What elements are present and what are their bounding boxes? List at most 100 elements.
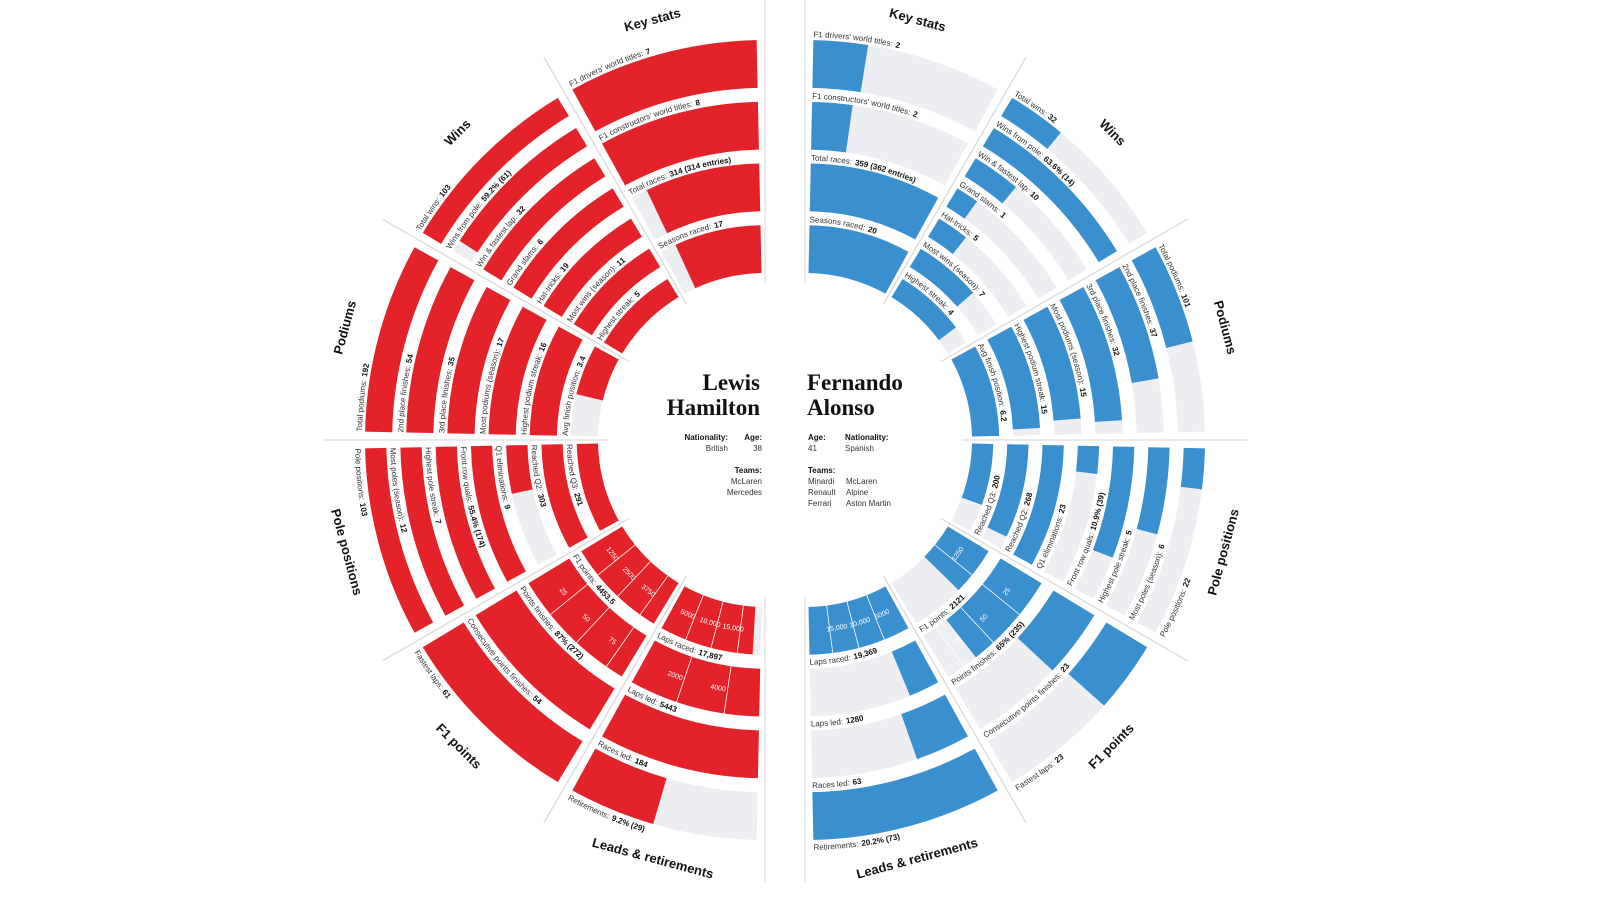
- stat-bar: [602, 101, 759, 186]
- separator: [940, 218, 1189, 362]
- section-title: Wins: [1096, 116, 1128, 148]
- separator: [381, 218, 630, 362]
- tick-line: [606, 627, 635, 667]
- stat-bar: [529, 326, 583, 436]
- stat-value: 1: [998, 210, 1008, 220]
- stat-value: 3.4: [575, 354, 588, 368]
- stat-bar: [1023, 306, 1081, 421]
- stat-value: 20: [867, 225, 879, 236]
- stat-name: Retirements:: [813, 840, 859, 852]
- tick-line: [576, 607, 610, 643]
- separator: [543, 575, 687, 824]
- stat-label-path: Laps led: 1280: [811, 713, 865, 728]
- tick-line: [935, 627, 964, 667]
- stat-label: Laps led: 1280: [811, 713, 865, 728]
- age-label: Age:: [808, 433, 826, 442]
- stat-bar: [987, 444, 1029, 537]
- tick-line: [639, 575, 669, 615]
- stat-bar: [572, 748, 667, 825]
- stat-value: 200: [990, 474, 1002, 489]
- stat-bar: [1017, 590, 1095, 671]
- separator: [543, 56, 687, 305]
- stat-value: 2: [912, 109, 920, 119]
- stat-value: 17: [495, 336, 507, 348]
- stat-name: Laps led:: [811, 717, 844, 728]
- stat-bar: [513, 188, 624, 299]
- stat-bar: [809, 163, 939, 240]
- tick-label: 75: [953, 636, 964, 646]
- stat-bar: [964, 158, 1016, 204]
- stat-bar: [891, 640, 939, 696]
- track: [946, 188, 1057, 299]
- stat-bar: [982, 128, 1117, 263]
- stat-bar: [1001, 97, 1061, 149]
- age: 41: [808, 444, 817, 453]
- stat-bar: [459, 128, 588, 253]
- stat-value: 184: [633, 756, 649, 769]
- stat-value: 6: [1157, 543, 1167, 550]
- tick-line: [617, 561, 651, 597]
- stat-bar: [365, 447, 434, 633]
- stat-bar: [1076, 445, 1100, 474]
- stat-value: 23: [1053, 752, 1066, 765]
- stat-bar: [951, 346, 1000, 437]
- stat-value: 35: [446, 355, 457, 366]
- tick-label: 15,000: [722, 623, 744, 633]
- team: Ferrari: [808, 499, 832, 508]
- stat-bar: [488, 306, 547, 435]
- stat-label-path: Races led: 63: [812, 777, 863, 791]
- stat-value: 291: [572, 492, 585, 508]
- tick-line: [826, 605, 834, 654]
- stat-bar: [422, 97, 569, 244]
- stat-value: 5: [971, 233, 981, 243]
- stat-bar: [406, 267, 475, 434]
- team: Alpine: [846, 488, 869, 497]
- stat-value: 268: [1022, 491, 1034, 507]
- section-title: Wins: [441, 116, 473, 148]
- stat-bar: [909, 248, 974, 307]
- stat-bar: [470, 445, 526, 582]
- tick-line: [846, 601, 860, 648]
- stat-value: 1280: [845, 713, 865, 725]
- stat-bar: [631, 640, 761, 717]
- separator: [883, 575, 1027, 824]
- driver-last-name: Hamilton: [667, 395, 760, 420]
- stat-bar: [602, 694, 759, 779]
- nationality: Spanish: [845, 444, 874, 453]
- driver-first-name: Lewis: [703, 370, 761, 395]
- tick-line: [960, 607, 994, 643]
- team: McLaren: [731, 477, 762, 486]
- section-title: Podiums: [330, 299, 359, 356]
- team: Aston Martin: [846, 499, 891, 508]
- track: [811, 101, 968, 186]
- stat-bar: [646, 163, 761, 234]
- stat-bar: [811, 101, 853, 153]
- stat-value: 7: [645, 47, 652, 57]
- stat-bar: [543, 218, 642, 317]
- tick-label: 15,000: [826, 623, 848, 633]
- stat-bar: [812, 40, 869, 93]
- stat-value: 15: [1078, 387, 1088, 398]
- tick-label: 50: [979, 613, 990, 624]
- stat-value: 5: [633, 289, 643, 299]
- stat-value: 15: [1039, 404, 1049, 415]
- stat-bar: [1131, 247, 1193, 349]
- stat-value: 17: [713, 219, 724, 230]
- stat-bar: [576, 443, 619, 531]
- section-title: Pole positions: [1204, 507, 1241, 597]
- nationality: British: [706, 444, 728, 453]
- tick-line: [723, 666, 732, 714]
- stat-bar: [435, 446, 495, 599]
- track: [1136, 447, 1205, 633]
- stat-value: 54: [404, 353, 415, 364]
- stat-bar: [1068, 622, 1148, 706]
- stat-value: 8: [695, 98, 702, 108]
- stat-value: 23: [1059, 661, 1072, 674]
- stat-bar: [675, 225, 762, 289]
- tick-line: [597, 544, 636, 576]
- stat-value: 103: [358, 502, 369, 517]
- section-title: F1 points: [433, 720, 484, 771]
